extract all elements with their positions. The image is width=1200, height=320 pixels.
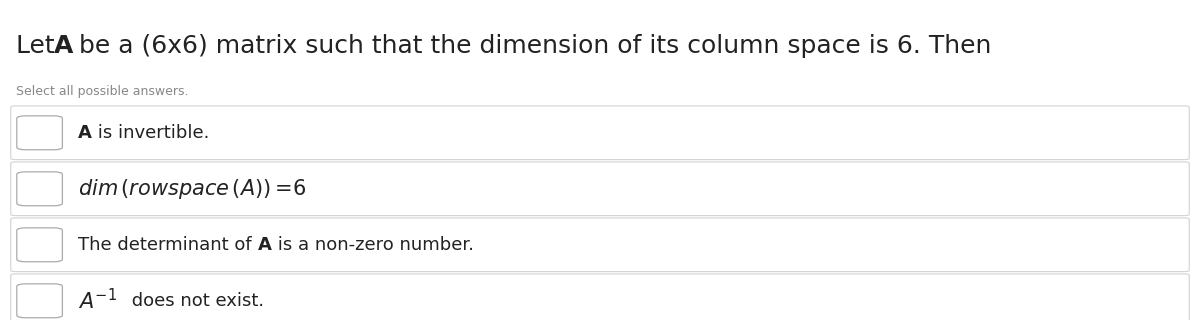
- Text: is a non-zero number.: is a non-zero number.: [272, 236, 474, 254]
- FancyBboxPatch shape: [17, 116, 62, 150]
- FancyBboxPatch shape: [17, 172, 62, 206]
- Text: $\mathit{dim}\,(\mathit{rowspace}\,(\mathit{A})) =\!6$: $\mathit{dim}\,(\mathit{rowspace}\,(\mat…: [78, 177, 307, 201]
- Text: be a (6x6) matrix such that the dimension of its column space is 6. Then: be a (6x6) matrix such that the dimensio…: [71, 34, 991, 58]
- Text: is invertible.: is invertible.: [91, 124, 209, 142]
- FancyBboxPatch shape: [11, 162, 1189, 216]
- Text: A: A: [54, 34, 73, 58]
- Text: A: A: [258, 236, 272, 254]
- Text: The determinant of: The determinant of: [78, 236, 257, 254]
- Text: A: A: [78, 124, 92, 142]
- FancyBboxPatch shape: [11, 218, 1189, 272]
- Text: Select all possible answers.: Select all possible answers.: [16, 85, 188, 98]
- FancyBboxPatch shape: [17, 228, 62, 262]
- Text: does not exist.: does not exist.: [126, 292, 264, 310]
- Text: Let: Let: [16, 34, 62, 58]
- Text: $A^{-1}$: $A^{-1}$: [78, 288, 118, 313]
- FancyBboxPatch shape: [17, 284, 62, 318]
- FancyBboxPatch shape: [11, 106, 1189, 160]
- FancyBboxPatch shape: [11, 274, 1189, 320]
